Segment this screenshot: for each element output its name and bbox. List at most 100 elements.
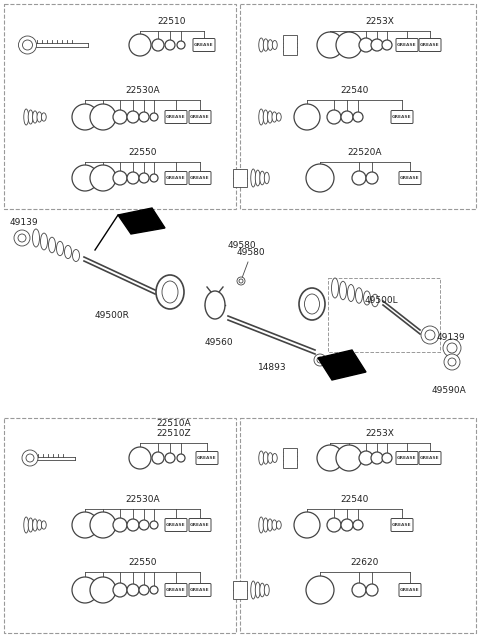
Ellipse shape — [339, 282, 347, 300]
Circle shape — [18, 234, 26, 242]
Circle shape — [317, 357, 323, 363]
Ellipse shape — [263, 518, 268, 532]
Ellipse shape — [72, 250, 80, 262]
Text: 22620: 22620 — [351, 558, 379, 567]
Circle shape — [113, 583, 127, 597]
FancyBboxPatch shape — [399, 171, 421, 185]
FancyBboxPatch shape — [165, 110, 187, 124]
Text: 22530A: 22530A — [125, 86, 160, 95]
Ellipse shape — [41, 521, 46, 529]
Ellipse shape — [33, 229, 39, 247]
Circle shape — [237, 277, 245, 285]
FancyBboxPatch shape — [196, 452, 218, 464]
Ellipse shape — [24, 517, 29, 533]
Circle shape — [14, 230, 30, 246]
Ellipse shape — [57, 241, 63, 255]
Circle shape — [127, 584, 139, 596]
Circle shape — [341, 519, 353, 531]
Circle shape — [382, 40, 392, 50]
Text: 14893: 14893 — [258, 363, 287, 372]
Text: GREASE: GREASE — [190, 176, 210, 180]
Ellipse shape — [205, 291, 225, 319]
Text: GREASE: GREASE — [166, 588, 186, 592]
Text: GREASE: GREASE — [400, 588, 420, 592]
Circle shape — [113, 110, 127, 124]
Bar — [240, 418, 476, 633]
Ellipse shape — [255, 170, 260, 186]
Circle shape — [317, 445, 343, 471]
Circle shape — [341, 111, 353, 123]
Ellipse shape — [348, 285, 355, 301]
FancyBboxPatch shape — [396, 452, 418, 464]
FancyBboxPatch shape — [189, 583, 211, 596]
Circle shape — [177, 41, 185, 49]
Text: 22510A
22510Z: 22510A 22510Z — [156, 419, 191, 438]
Circle shape — [444, 354, 460, 370]
Circle shape — [127, 172, 139, 184]
Text: 49500R: 49500R — [95, 311, 130, 320]
Text: 22540: 22540 — [340, 495, 369, 504]
Bar — [233, 581, 247, 599]
Ellipse shape — [356, 288, 362, 303]
Bar — [283, 35, 297, 55]
Ellipse shape — [255, 582, 260, 598]
Bar — [4, 4, 236, 209]
Ellipse shape — [276, 521, 281, 529]
Ellipse shape — [267, 111, 273, 123]
Ellipse shape — [372, 294, 379, 307]
Circle shape — [150, 174, 158, 182]
Ellipse shape — [332, 278, 338, 298]
Text: 49139: 49139 — [10, 218, 38, 227]
FancyBboxPatch shape — [391, 110, 413, 124]
Circle shape — [352, 171, 366, 185]
Ellipse shape — [28, 518, 33, 532]
Text: GREASE: GREASE — [190, 588, 210, 592]
Circle shape — [72, 512, 98, 538]
Text: GREASE: GREASE — [166, 523, 186, 527]
Text: 49560: 49560 — [205, 338, 234, 347]
Circle shape — [353, 520, 363, 530]
Text: 22520A: 22520A — [348, 148, 382, 157]
Circle shape — [23, 40, 33, 50]
Text: 22530A: 22530A — [125, 495, 160, 504]
Circle shape — [306, 576, 334, 604]
Ellipse shape — [28, 110, 33, 124]
Ellipse shape — [37, 520, 42, 530]
FancyBboxPatch shape — [419, 452, 441, 464]
Text: GREASE: GREASE — [190, 115, 210, 119]
Circle shape — [127, 111, 139, 123]
Circle shape — [90, 512, 116, 538]
Text: 49139: 49139 — [437, 333, 466, 342]
Ellipse shape — [268, 39, 273, 50]
Text: GREASE: GREASE — [420, 43, 440, 47]
Bar — [233, 169, 247, 187]
Circle shape — [150, 521, 158, 529]
Circle shape — [139, 585, 149, 595]
Text: 49590A: 49590A — [432, 386, 467, 395]
Text: GREASE: GREASE — [397, 43, 417, 47]
Circle shape — [139, 112, 149, 122]
Ellipse shape — [259, 517, 264, 533]
Text: GREASE: GREASE — [392, 523, 412, 527]
Circle shape — [152, 39, 164, 51]
Circle shape — [113, 171, 127, 185]
Ellipse shape — [276, 113, 281, 121]
Ellipse shape — [41, 113, 46, 121]
Circle shape — [19, 36, 36, 54]
Circle shape — [421, 326, 439, 344]
Circle shape — [72, 577, 98, 603]
Circle shape — [359, 38, 373, 52]
Ellipse shape — [272, 112, 277, 122]
Circle shape — [448, 358, 456, 366]
Ellipse shape — [260, 583, 265, 597]
FancyBboxPatch shape — [391, 519, 413, 531]
Circle shape — [152, 452, 164, 464]
Circle shape — [139, 173, 149, 183]
FancyBboxPatch shape — [165, 171, 187, 185]
Text: GREASE: GREASE — [420, 456, 440, 460]
Circle shape — [150, 113, 158, 121]
Circle shape — [129, 34, 151, 56]
Circle shape — [359, 451, 373, 465]
Circle shape — [26, 454, 34, 462]
Circle shape — [90, 165, 116, 191]
